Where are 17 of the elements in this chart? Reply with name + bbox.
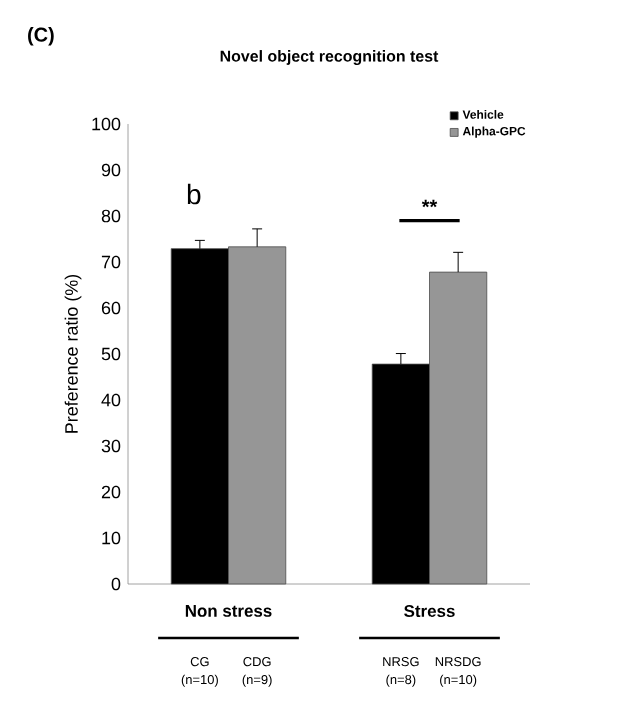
annotation: **	[421, 199, 438, 208]
y-tick-label: 80	[101, 209, 121, 223]
y-tick-label: 10	[102, 531, 121, 545]
y-axis-title: Preference ratio (%)	[64, 274, 82, 433]
y-tick-label: 50	[101, 347, 121, 361]
annotation: b	[187, 183, 201, 205]
x-tick-label: Non stress	[185, 605, 272, 617]
text: (C)	[28, 27, 54, 46]
y-tick-label: 60	[101, 301, 121, 315]
y-tick-label: 70	[101, 255, 121, 269]
y-tick-label: 20	[101, 485, 121, 499]
y-tick-label: 40	[101, 393, 121, 407]
y-tick-label: 100	[92, 117, 121, 131]
x-tick-label: Stress	[404, 605, 455, 618]
y-tick-label: 90	[101, 163, 121, 177]
y-tick-label: 0	[111, 577, 121, 591]
y-tick-label: 30	[101, 439, 121, 453]
